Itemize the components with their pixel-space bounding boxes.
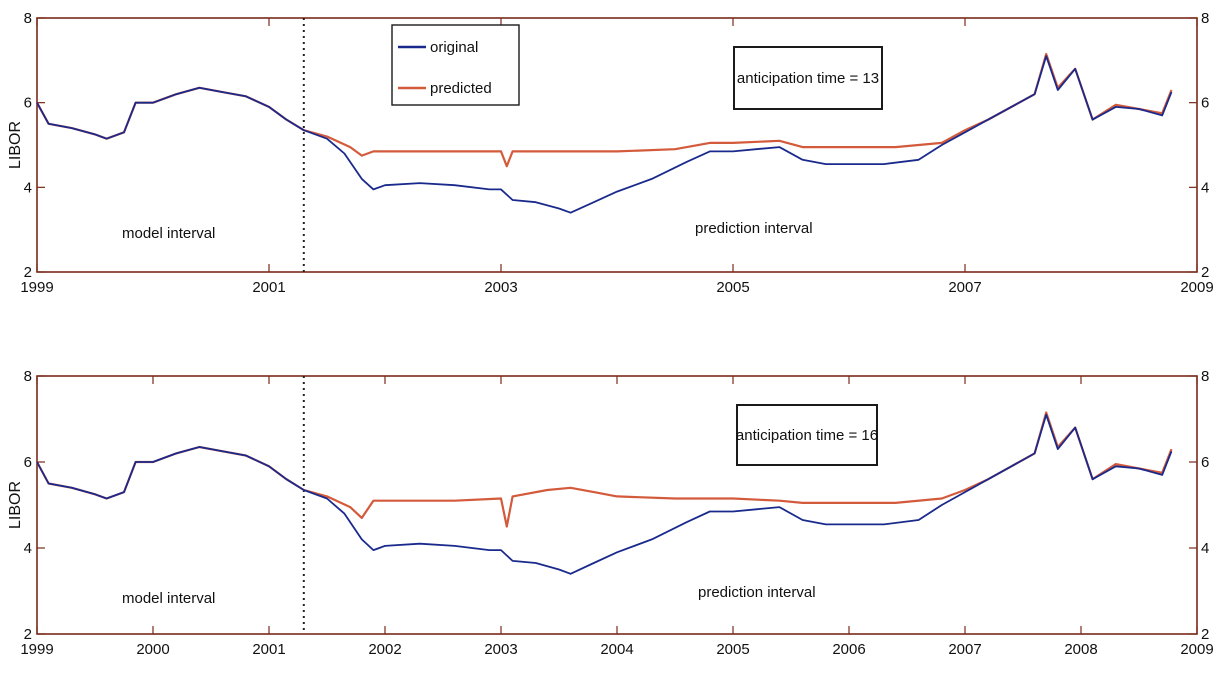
y-tick-label: 4 [24, 179, 32, 196]
legend-label-predicted: predicted [430, 80, 492, 97]
chart-panel-bottom: LIBOR 1999 2000 2001 2002 2003 2004 2005 2006 20… [7, 368, 1214, 658]
anticipation-label: anticipation time = 13 [737, 70, 879, 87]
x-tick-label: 2002 [368, 641, 401, 658]
y-tick-label-right: 4 [1201, 540, 1209, 557]
prediction-interval-label: prediction interval [695, 220, 813, 237]
y-tick-label: 6 [24, 95, 32, 112]
axes-frame [36, 17, 1198, 273]
x-tick-label: 1999 [20, 279, 53, 296]
x-tick-label: 2000 [136, 641, 169, 658]
y-tick-label-right: 8 [1201, 10, 1209, 27]
y-axis-label: LIBOR [7, 481, 24, 529]
x-tick-label: 2001 [252, 279, 285, 296]
x-tick-label: 2008 [1064, 641, 1097, 658]
y-tick-label: 6 [24, 454, 32, 471]
series-line-original [36, 55, 1173, 214]
anticipation-box: anticipation time = 13 [733, 46, 883, 110]
x-tick-label: 2007 [948, 641, 981, 658]
y-tick-label: 8 [24, 368, 32, 385]
axes-frame [36, 375, 1198, 635]
x-tick-label: 2003 [484, 279, 517, 296]
x-tick-label: 2005 [716, 641, 749, 658]
y-axis-label: LIBOR [7, 121, 24, 169]
y-tick-label-right: 6 [1201, 454, 1209, 471]
y-ticks: 2 2 4 4 6 6 8 8 [24, 10, 1210, 281]
y-ticks: 2 2 4 4 6 6 8 8 [24, 368, 1210, 643]
x-tick-label: 1999 [20, 641, 53, 658]
series-lines [36, 411, 1173, 575]
x-tick-label: 2003 [484, 641, 517, 658]
series-lines [36, 52, 1173, 214]
x-ticks: 1999 2001 2003 2005 2007 2009 [20, 18, 1214, 296]
y-tick-label: 8 [24, 10, 32, 27]
y-tick-label: 2 [24, 264, 32, 281]
model-interval-label: model interval [122, 590, 215, 607]
series-line-original [36, 413, 1173, 575]
y-tick-label-right: 2 [1201, 264, 1209, 281]
anticipation-box: anticipation time = 16 [736, 404, 878, 466]
legend-box [391, 24, 520, 106]
y-tick-label: 2 [24, 626, 32, 643]
y-tick-label-right: 2 [1201, 626, 1209, 643]
x-tick-label: 2009 [1180, 641, 1213, 658]
prediction-interval-label: prediction interval [698, 584, 816, 601]
x-tick-label: 2007 [948, 279, 981, 296]
y-tick-label-right: 8 [1201, 368, 1209, 385]
anticipation-frame [736, 404, 878, 466]
legend-label-original: original [430, 39, 478, 56]
legend: original predicted [391, 24, 520, 106]
model-interval-label: model interval [122, 225, 215, 242]
x-ticks: 1999 2000 2001 2002 2003 2004 2005 2006 2007 2008… [20, 376, 1214, 658]
x-tick-label: 2005 [716, 279, 749, 296]
y-tick-label-right: 4 [1201, 179, 1209, 196]
anticipation-label: anticipation time = 16 [736, 427, 878, 444]
chart-panel-top: LIBOR 1999 2001 2003 2005 2007 2009 2 24 46 68 8 … [7, 10, 1214, 296]
x-tick-label: 2006 [832, 641, 865, 658]
x-tick-label: 2001 [252, 641, 285, 658]
x-tick-label: 2009 [1180, 279, 1213, 296]
y-tick-label: 4 [24, 540, 32, 557]
anticipation-frame [733, 46, 883, 110]
x-tick-label: 2004 [600, 641, 633, 658]
y-tick-label-right: 6 [1201, 95, 1209, 112]
